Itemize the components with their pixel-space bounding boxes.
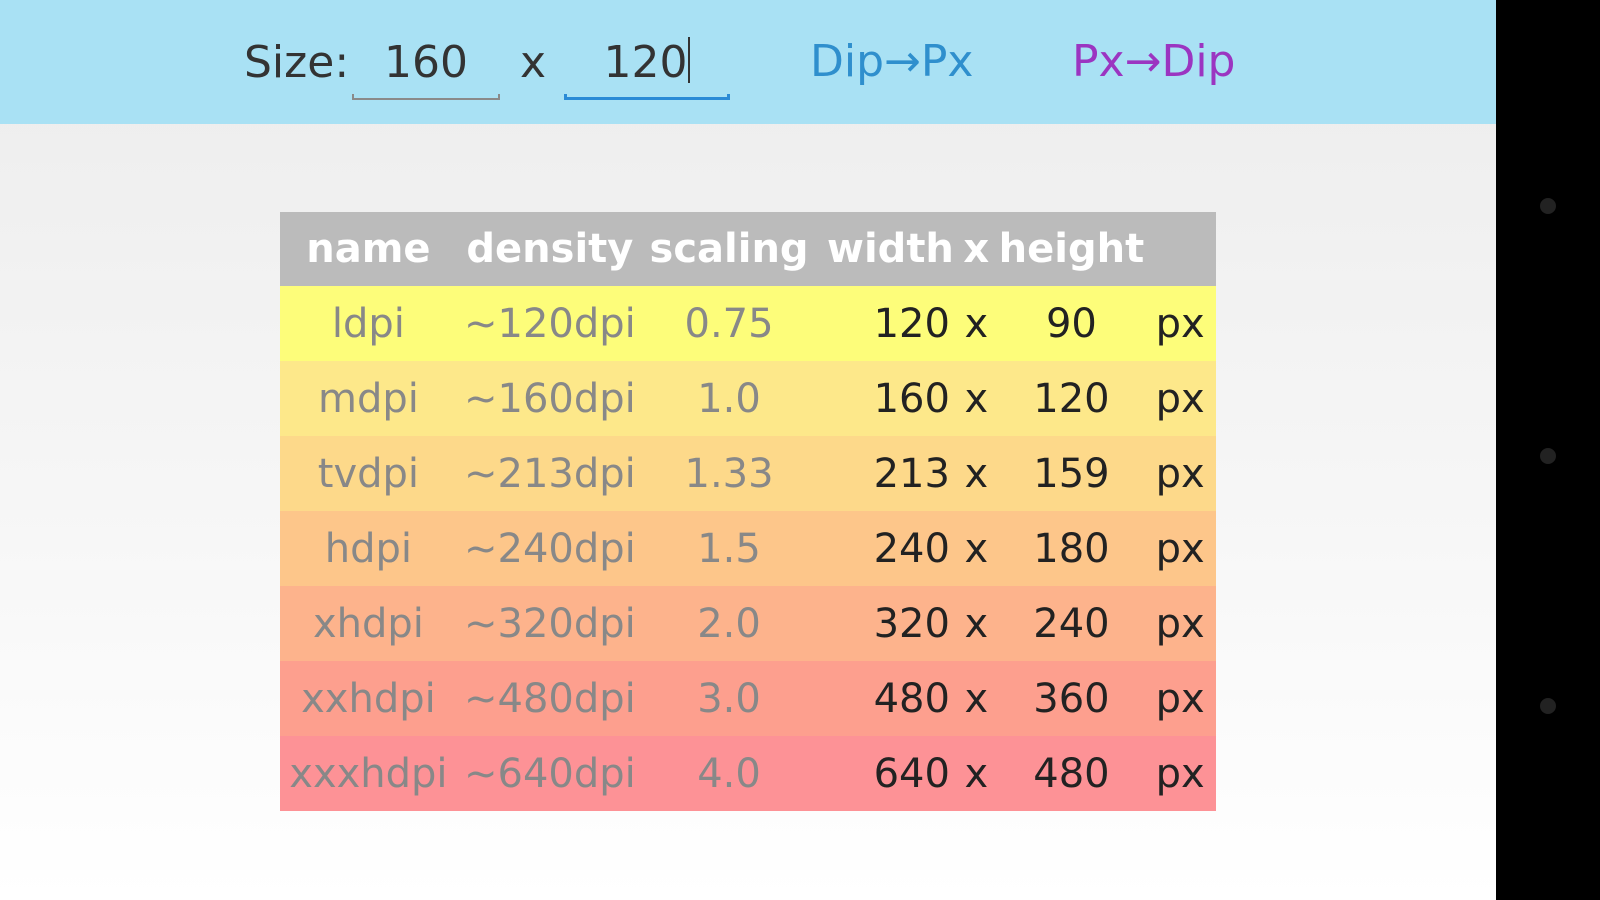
row-name: hdpi	[324, 525, 413, 572]
row-scaling: 1.0	[697, 375, 761, 422]
row-unit: px	[1155, 450, 1205, 497]
row-unit: px	[1155, 375, 1205, 422]
row-unit: px	[1155, 300, 1205, 347]
row-density: ~240dpi	[463, 525, 636, 572]
height-input-underline	[564, 94, 730, 100]
row-name: ldpi	[331, 300, 405, 347]
header-x: x	[953, 212, 999, 286]
row-x: x	[964, 600, 989, 647]
height-value: 120	[603, 37, 688, 88]
header-density: density	[456, 212, 643, 286]
row-scaling: 3.0	[697, 675, 761, 722]
row-width: 160	[873, 375, 950, 422]
row-width: 120	[873, 300, 950, 347]
app-screen: Size: 160 x 120 Dip→Px Px→Dip name densi…	[0, 0, 1496, 900]
row-height: 480	[1033, 750, 1110, 797]
row-scaling: 0.75	[684, 300, 774, 347]
size-label: Size:	[244, 37, 350, 88]
row-scaling: 2.0	[697, 600, 761, 647]
table-header-row: name density scaling width x height	[280, 212, 1216, 286]
row-name: tvdpi	[317, 450, 420, 497]
px-to-dip-button[interactable]: Px→Dip	[1072, 36, 1236, 87]
row-scaling: 1.33	[684, 450, 774, 497]
row-height: 240	[1033, 600, 1110, 647]
table-row: tvdpi ~213dpi 1.33 213 x 159 px	[280, 436, 1216, 511]
row-name: xxhdpi	[301, 675, 436, 722]
table-row: xhdpi ~320dpi 2.0 320 x 240 px	[280, 586, 1216, 661]
width-value: 160	[384, 37, 468, 88]
row-width: 320	[873, 600, 950, 647]
row-x: x	[964, 675, 989, 722]
table-row: xxxhdpi ~640dpi 4.0 640 x 480 px	[280, 736, 1216, 811]
row-density: ~640dpi	[463, 750, 636, 797]
height-input[interactable]: 120	[564, 30, 730, 100]
density-table: name density scaling width x height ldpi…	[280, 212, 1216, 811]
row-unit: px	[1155, 600, 1205, 647]
row-x: x	[964, 375, 989, 422]
table-row: hdpi ~240dpi 1.5 240 x 180 px	[280, 511, 1216, 586]
header-height: height	[998, 212, 1145, 286]
row-height: 90	[1045, 300, 1097, 347]
nav-back-dot[interactable]	[1540, 198, 1556, 214]
times-label: x	[520, 37, 547, 88]
header-width: width	[815, 212, 954, 286]
header-unit-blank	[1144, 212, 1216, 286]
row-name: xxxhdpi	[289, 750, 448, 797]
text-caret	[688, 37, 691, 83]
header-name: name	[280, 212, 457, 286]
row-density: ~160dpi	[463, 375, 636, 422]
row-height: 180	[1033, 525, 1110, 572]
nav-recents-dot[interactable]	[1540, 698, 1556, 714]
row-unit: px	[1155, 675, 1205, 722]
row-density: ~213dpi	[463, 450, 636, 497]
row-width: 640	[873, 750, 950, 797]
row-x: x	[964, 450, 989, 497]
row-x: x	[964, 525, 989, 572]
width-input[interactable]: 160	[352, 30, 500, 100]
size-toolbar: Size: 160 x 120 Dip→Px Px→Dip	[0, 0, 1496, 124]
row-scaling: 4.0	[697, 750, 761, 797]
row-density: ~480dpi	[463, 675, 636, 722]
row-name: mdpi	[317, 375, 419, 422]
row-height: 159	[1033, 450, 1110, 497]
width-input-underline	[352, 94, 500, 100]
row-x: x	[964, 750, 989, 797]
table-row: mdpi ~160dpi 1.0 160 x 120 px	[280, 361, 1216, 436]
row-x: x	[964, 300, 989, 347]
row-width: 213	[873, 450, 950, 497]
row-density: ~120dpi	[463, 300, 636, 347]
row-width: 240	[873, 525, 950, 572]
row-height: 120	[1033, 375, 1110, 422]
row-density: ~320dpi	[463, 600, 636, 647]
row-height: 360	[1033, 675, 1110, 722]
row-unit: px	[1155, 525, 1205, 572]
dip-to-px-button[interactable]: Dip→Px	[810, 36, 974, 87]
header-scaling: scaling	[642, 212, 816, 286]
row-unit: px	[1155, 750, 1205, 797]
nav-home-dot[interactable]	[1540, 448, 1556, 464]
row-scaling: 1.5	[697, 525, 761, 572]
row-width: 480	[873, 675, 950, 722]
row-name: xhdpi	[312, 600, 424, 647]
table-row: xxhdpi ~480dpi 3.0 480 x 360 px	[280, 661, 1216, 736]
table-row: ldpi ~120dpi 0.75 120 x 90 px	[280, 286, 1216, 361]
